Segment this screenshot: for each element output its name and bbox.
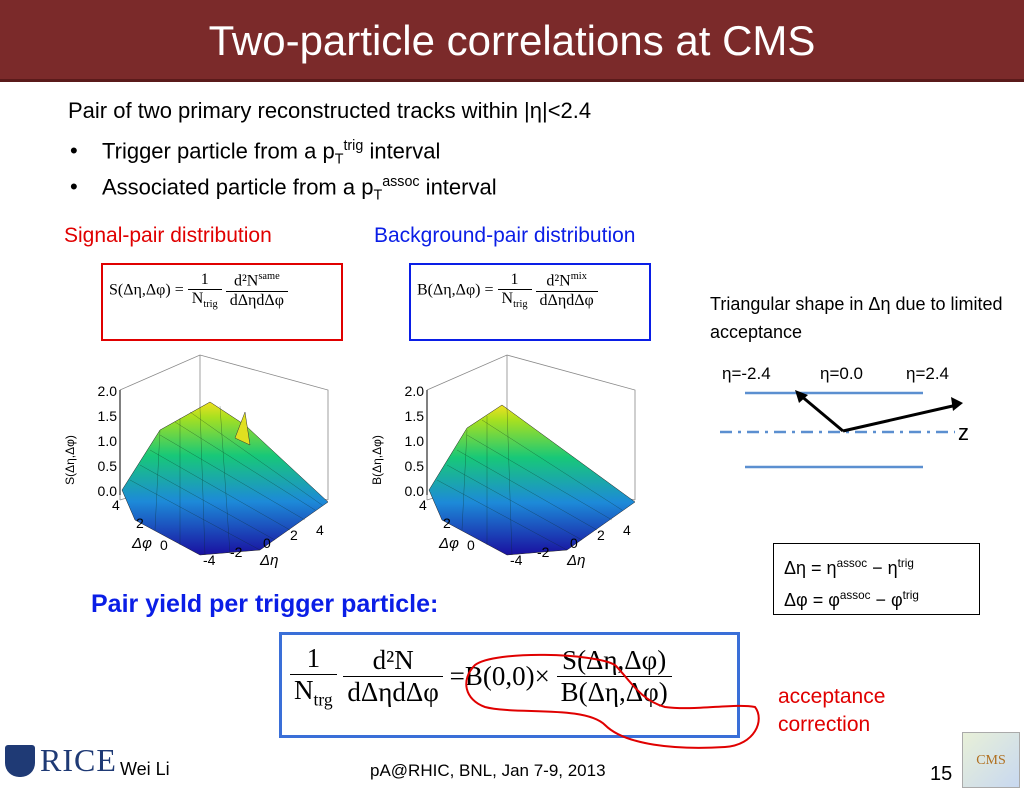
delta-phi-definition: Δφ = φassoc − φtrig [784,589,919,610]
eta-label-center: η=0.0 [820,364,864,383]
signal-3d-plot: 2.0 1.5 1.0 0.5 0.0 S(Δη,Δφ) 4 2 0 Δφ -4… [63,354,329,569]
cms-logo: CMS [962,732,1020,788]
z-tick: 2.0 [98,383,118,399]
background-3d-plot: 2.0 1.5 1.0 0.5 0.0 B(Δη,Δφ) 4 2 0 Δφ -4… [370,354,636,569]
title-bar [0,0,1024,82]
eta-axis-label: Δη [566,552,585,569]
rice-shield-icon [5,745,35,777]
z-tick: 1.0 [98,433,118,449]
eta-tick: 2 [290,527,298,543]
z-tick: 0.5 [98,458,118,474]
z-axis-text: z [958,420,969,445]
bullet-assoc: • Associated particle from a pTassoc inte… [70,174,497,204]
z-tick: 1.5 [98,408,118,424]
z-tick: 1.0 [405,433,425,449]
eta-tick: 4 [623,522,631,538]
phi-axis-label: Δφ [438,535,459,552]
z-axis-label: S(Δη,Δφ) [63,435,77,485]
pair-yield-equation: 1 Ntrg d²N dΔηdΔφ =B(0,0)× S(Δη,Δφ) B(Δη,Δφ… [279,632,740,738]
slide-title: Two-particle correlations at CMS [208,17,816,64]
signal-equation: S(Δη,Δφ) = 1 Ntrig d²Nsame dΔηdΔφ [101,263,343,341]
phi-tick: 2 [443,515,451,531]
intro-text: Pair of two primary reconstructed tracks… [68,98,592,123]
phi-tick: 2 [136,515,144,531]
phi-tick: 4 [419,497,427,513]
detector-sketch [720,390,963,469]
eta-tick: -2 [537,544,550,560]
eta-tick: 0 [570,535,578,551]
z-tick: 0.0 [98,483,118,499]
z-tick: 2.0 [405,383,425,399]
author: Wei Li [120,759,170,779]
eta-axis-label: Δη [259,552,278,569]
rice-logo: RICE [40,742,117,778]
eta-label-left: η=-2.4 [722,364,771,383]
eta-tick: -4 [203,552,216,568]
delta-eta-definition: Δη = ηassoc − ηtrig [784,557,914,578]
eta-tick: 4 [316,522,324,538]
eta-label-right: η=2.4 [906,364,950,383]
bullet-trigger: • Trigger particle from a pTtrig interval [70,138,441,168]
correction-outline [465,653,760,749]
eta-tick: -4 [510,552,523,568]
definitions-box: Δη = ηassoc − ηtrig Δφ = φassoc − φtrig [773,543,980,615]
phi-tick: 0 [160,537,168,553]
eta-tick: 2 [597,527,605,543]
z-tick: 0.0 [405,483,425,499]
z-axis-label: B(Δη,Δφ) [370,435,384,485]
pair-yield-heading: Pair yield per trigger particle: [91,590,439,618]
phi-axis-label: Δφ [131,535,152,552]
background-equation: B(Δη,Δφ) = 1 Ntrig d²Nmix dΔηdΔφ [409,263,651,341]
phi-tick: 0 [467,537,475,553]
eta-tick: 0 [263,535,271,551]
eta-tick: -2 [230,544,243,560]
z-tick: 1.5 [405,408,425,424]
signal-label: Signal-pair distribution [64,224,272,247]
triangle-note: Triangular shape in Δη due to limited ac… [710,294,1003,342]
background-label: Background-pair distribution [374,224,636,247]
acceptance-note: acceptance correction [778,685,886,736]
phi-tick: 4 [112,497,120,513]
z-tick: 0.5 [405,458,425,474]
conference: pA@RHIC, BNL, Jan 7-9, 2013 [370,761,606,780]
page-number: 15 [930,763,953,785]
